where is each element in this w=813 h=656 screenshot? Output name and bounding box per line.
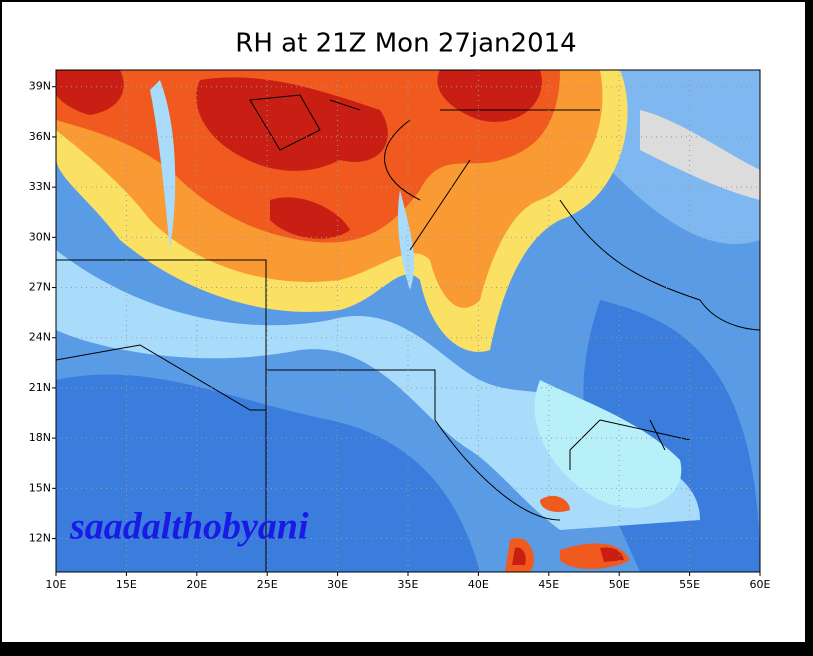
lat-tick-label: 36N [29,130,51,143]
lat-tick-label: 33N [29,180,51,193]
lat-tick-label: 18N [29,431,51,444]
lon-tick-label: 30E [327,578,348,591]
lon-tick-label: 15E [116,578,137,591]
lon-tick-label: 60E [750,578,771,591]
lat-tick-label: 12N [29,532,51,545]
lon-tick-label: 25E [257,578,278,591]
lat-tick-label: 30N [29,230,51,243]
lon-tick-label: 50E [609,578,630,591]
lon-tick-label: 10E [46,578,67,591]
lat-tick-label: 27N [29,281,51,294]
plot-frame [55,69,761,573]
lon-tick-label: 45E [538,578,559,591]
lon-tick-label: 55E [679,578,700,591]
title: RH at 21Z Mon 27jan2014 [235,29,576,59]
lat-tick-label: 24N [29,331,51,344]
lon-tick-label: 20E [186,578,207,591]
lat-tick-label: 15N [29,481,51,494]
lon-tick-label: 35E [398,578,419,591]
lon-tick-label: 40E [468,578,489,591]
lat-tick-label: 21N [29,381,51,394]
lat-tick-label: 39N [29,80,51,93]
watermark: saadalthobyani [69,506,309,548]
